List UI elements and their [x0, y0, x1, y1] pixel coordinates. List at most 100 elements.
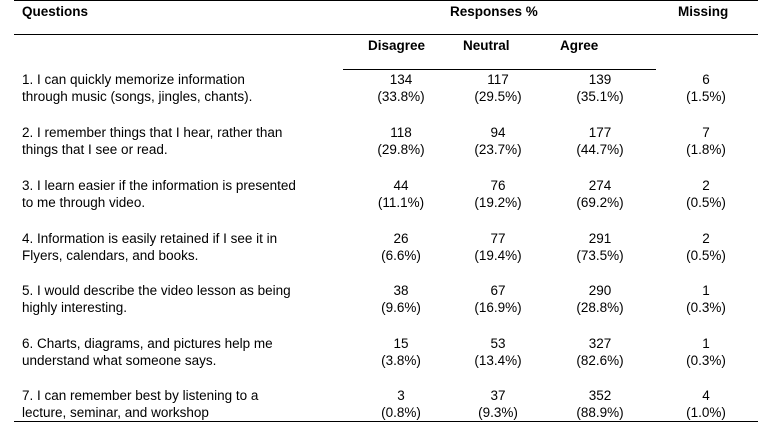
agree-cell-2: 177 (44.7%)	[565, 124, 635, 158]
neutral-count: 37	[490, 388, 506, 403]
disagree-pct: (0.8%)	[381, 405, 421, 420]
question-5-line2: highly interesting.	[22, 300, 128, 315]
missing-pct: (0.5%)	[686, 248, 726, 263]
disagree-cell-4: 26 (6.6%)	[366, 230, 436, 264]
neutral-count: 117	[487, 72, 509, 87]
missing-pct: (0.5%)	[686, 195, 726, 210]
header-agree: Agree	[560, 38, 599, 53]
neutral-pct: (16.9%)	[474, 300, 522, 315]
missing-cell-7: 4 (1.0%)	[671, 387, 741, 421]
disagree-pct: (33.8%)	[377, 89, 425, 104]
agree-count: 327	[588, 336, 612, 351]
missing-count: 1	[702, 283, 710, 298]
agree-count: 139	[588, 72, 612, 87]
neutral-cell-5: 67 (16.9%)	[463, 282, 533, 316]
header-rule	[14, 34, 758, 35]
question-3-line1: 3. I learn easier if the information is …	[22, 178, 296, 193]
neutral-count: 67	[490, 283, 506, 298]
question-7: 7. I can remember best by listening to a…	[22, 387, 352, 421]
question-4-line2: Flyers, calendars, and books.	[22, 248, 199, 263]
question-4-line1: 4. Information is easily retained if I s…	[22, 231, 278, 246]
missing-count: 4	[702, 388, 710, 403]
disagree-cell-5: 38 (9.6%)	[366, 282, 436, 316]
neutral-cell-7: 37 (9.3%)	[463, 387, 533, 421]
disagree-pct: (6.6%)	[381, 248, 421, 263]
neutral-count: 77	[490, 231, 506, 246]
agree-cell-4: 291 (73.5%)	[565, 230, 635, 264]
agree-count: 352	[588, 388, 612, 403]
disagree-cell-1: 134 (33.8%)	[366, 71, 436, 105]
missing-count: 2	[702, 178, 710, 193]
header-disagree: Disagree	[368, 38, 426, 53]
question-1-line2: through music (songs, jingles, chants).	[22, 89, 253, 104]
agree-count: 274	[588, 178, 612, 193]
neutral-cell-1: 117 (29.5%)	[463, 71, 533, 105]
neutral-count: 94	[490, 125, 506, 140]
neutral-pct: (19.2%)	[474, 195, 522, 210]
neutral-cell-3: 76 (19.2%)	[463, 177, 533, 211]
question-7-line1: 7. I can remember best by listening to a	[22, 388, 259, 403]
question-5: 5. I would describe the video lesson as …	[22, 282, 352, 316]
missing-count: 6	[702, 72, 710, 87]
disagree-count: 3	[397, 388, 405, 403]
neutral-pct: (13.4%)	[474, 353, 522, 368]
agree-pct: (35.1%)	[576, 89, 624, 104]
missing-count: 1	[702, 336, 710, 351]
missing-pct: (1.0%)	[686, 405, 726, 420]
disagree-count: 15	[393, 336, 409, 351]
agree-cell-6: 327 (82.6%)	[565, 335, 635, 369]
agree-pct: (28.8%)	[576, 300, 624, 315]
neutral-cell-6: 53 (13.4%)	[463, 335, 533, 369]
question-2-line1: 2. I remember things that I hear, rather…	[22, 125, 283, 140]
header-questions: Questions	[22, 4, 89, 19]
neutral-pct: (23.7%)	[474, 142, 522, 157]
disagree-pct: (3.8%)	[381, 353, 421, 368]
missing-cell-1: 6 (1.5%)	[671, 71, 741, 105]
top-rule	[14, 0, 758, 1]
disagree-count: 44	[393, 178, 409, 193]
question-4: 4. Information is easily retained if I s…	[22, 230, 352, 264]
bottom-rule	[14, 421, 758, 422]
neutral-pct: (19.4%)	[474, 248, 522, 263]
question-7-line2: lecture, seminar, and workshop	[22, 405, 209, 420]
agree-pct: (73.5%)	[576, 248, 624, 263]
agree-count: 290	[588, 283, 612, 298]
agree-cell-1: 139 (35.1%)	[565, 71, 635, 105]
subheader-rule	[343, 69, 656, 70]
question-2: 2. I remember things that I hear, rather…	[22, 124, 352, 158]
header-responses: Responses %	[450, 4, 538, 19]
missing-pct: (1.5%)	[686, 89, 726, 104]
missing-cell-2: 7 (1.8%)	[671, 124, 741, 158]
agree-pct: (44.7%)	[576, 142, 624, 157]
missing-cell-3: 2 (0.5%)	[671, 177, 741, 211]
agree-pct: (69.2%)	[576, 195, 624, 210]
neutral-pct: (29.5%)	[474, 89, 522, 104]
neutral-count: 76	[490, 178, 506, 193]
missing-pct: (1.8%)	[686, 142, 726, 157]
missing-pct: (0.3%)	[686, 300, 726, 315]
question-1-line1: 1. I can quickly memorize information	[22, 72, 245, 87]
disagree-pct: (11.1%)	[377, 195, 425, 210]
header-missing: Missing	[678, 4, 729, 19]
question-6: 6. Charts, diagrams, and pictures help m…	[22, 335, 352, 369]
question-6-line1: 6. Charts, diagrams, and pictures help m…	[22, 336, 273, 351]
neutral-count: 53	[490, 336, 506, 351]
disagree-count: 26	[393, 231, 409, 246]
question-3-line2: to me through video.	[22, 195, 146, 210]
disagree-pct: (29.8%)	[377, 142, 425, 157]
disagree-cell-2: 118 (29.8%)	[366, 124, 436, 158]
missing-cell-6: 1 (0.3%)	[671, 335, 741, 369]
disagree-count: 38	[393, 283, 409, 298]
question-2-line2: things that I see or read.	[22, 142, 168, 157]
agree-cell-3: 274 (69.2%)	[565, 177, 635, 211]
missing-cell-5: 1 (0.3%)	[671, 282, 741, 316]
neutral-pct: (9.3%)	[478, 405, 518, 420]
question-1: 1. I can quickly memorize information th…	[22, 71, 352, 105]
question-6-line2: understand what someone says.	[22, 353, 217, 368]
header-neutral: Neutral	[463, 38, 510, 53]
agree-cell-7: 352 (88.9%)	[565, 387, 635, 421]
neutral-cell-4: 77 (19.4%)	[463, 230, 533, 264]
missing-count: 2	[702, 231, 710, 246]
neutral-cell-2: 94 (23.7%)	[463, 124, 533, 158]
